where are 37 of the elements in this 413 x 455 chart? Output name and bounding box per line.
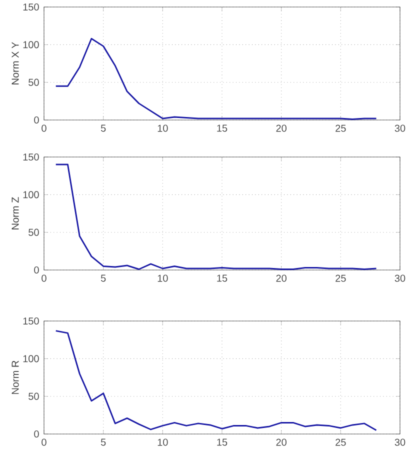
x-tick-label: 5 [100, 124, 106, 132]
x-tick-label: 0 [42, 124, 46, 132]
x-tick-label: 5 [100, 438, 106, 446]
y-tick-label: 100 [23, 191, 39, 198]
y-tick-label: 0 [34, 266, 39, 274]
x-tick-label: 15 [217, 124, 228, 132]
x-tick-label: 10 [158, 124, 168, 132]
x-tick-label: 10 [158, 438, 168, 446]
x-tick-label: 25 [336, 124, 346, 132]
y-axis-title: Norm X Y [12, 42, 19, 84]
x-tick-label: 30 [394, 438, 406, 446]
y-tick-label: 100 [23, 355, 39, 362]
line-series [55, 330, 377, 431]
x-tick-label: 10 [158, 274, 168, 282]
y-tick-label: 150 [23, 153, 39, 161]
y-tick-label: 0 [34, 116, 39, 124]
y-tick-label: 100 [23, 41, 39, 48]
x-tick-label: 30 [394, 124, 406, 132]
y-tick-label: 150 [23, 3, 39, 11]
x-tick-label: 25 [336, 274, 346, 282]
y-tick-label: 0 [34, 430, 39, 438]
x-tick-label: 30 [394, 274, 406, 282]
y-tick-label: 50 [28, 228, 39, 236]
x-tick-label: 15 [217, 438, 228, 446]
x-tick-label: 5 [100, 274, 106, 282]
y-tick-label: 150 [23, 317, 39, 325]
y-axis-title: Norm R [12, 360, 19, 394]
x-tick-label: 0 [42, 438, 46, 446]
x-tick-label: 0 [42, 274, 46, 282]
x-tick-label: 15 [217, 274, 228, 282]
x-tick-label: 25 [336, 438, 346, 446]
y-axis-title: Norm Z [12, 197, 19, 230]
y-tick-label: 50 [28, 78, 39, 86]
y-tick-label: 50 [28, 392, 39, 400]
x-tick-label: 20 [276, 124, 286, 132]
x-tick-label: 20 [276, 438, 286, 446]
x-tick-label: 20 [276, 274, 286, 282]
